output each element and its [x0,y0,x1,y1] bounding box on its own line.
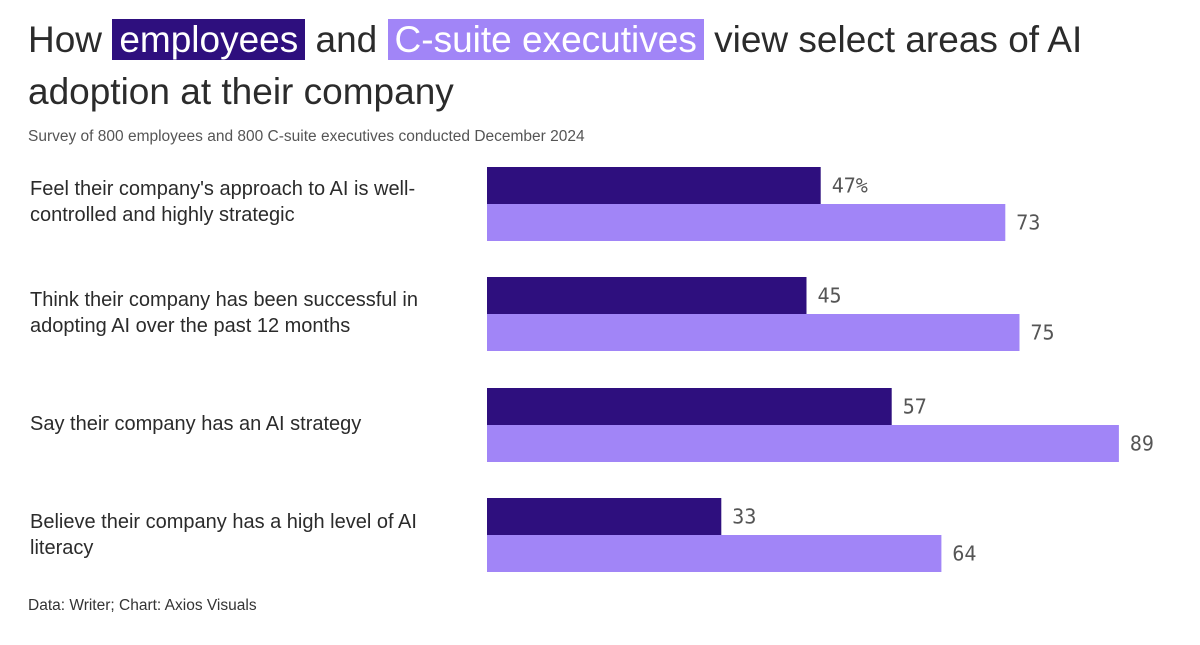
category-label: Say their company has an AI strategy [30,413,362,435]
title-and: and [315,19,378,60]
legend-csuite: C-suite executives [387,19,704,60]
value-label-employees: 47% [832,174,868,198]
title-prefix: How [28,19,103,60]
bar-employees [487,388,892,425]
category-label: Think their company has been successful … [30,289,418,337]
value-label-csuite: 75 [1031,321,1055,345]
chart-subtitle: Survey of 800 employees and 800 C-suite … [28,128,585,145]
category-label: Believe their company has a high level o… [30,511,417,559]
value-label-employees: 57 [903,395,927,419]
bar-employees [487,277,807,314]
value-label-employees: 45 [818,284,842,308]
bar-csuite [487,314,1020,351]
legend-employees: employees [112,19,306,60]
title-suffix: view select areas of AI adoption at thei… [28,19,1083,112]
value-label-employees: 33 [732,505,756,529]
chart-source: Data: Writer; Chart: Axios Visuals [28,597,257,614]
chart-title: How employees and C-suite executives vie… [28,14,1178,118]
category-label: Feel their company's approach to AI is w… [30,178,416,226]
bar-csuite [487,204,1006,241]
bar-employees [487,498,722,535]
value-label-csuite: 89 [1130,432,1154,456]
bar-csuite [487,535,942,572]
bar-employees [487,167,821,204]
value-label-csuite: 64 [952,542,976,566]
bar-csuite [487,425,1119,462]
value-label-csuite: 73 [1016,211,1040,235]
